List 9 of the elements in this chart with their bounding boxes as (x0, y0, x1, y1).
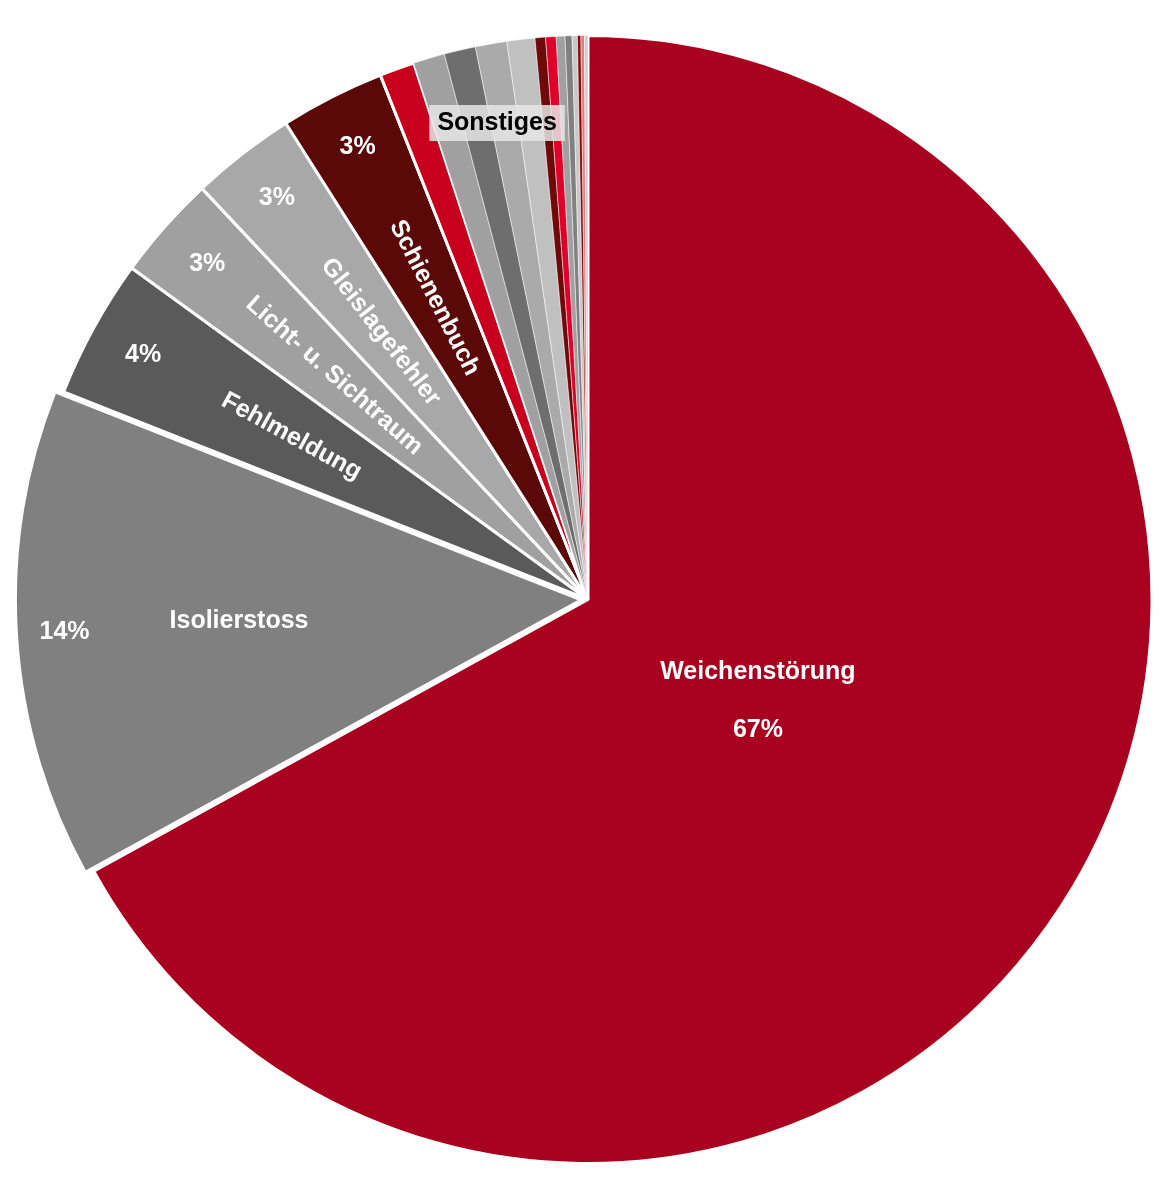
slice-label: Weichenstörung (660, 655, 856, 684)
data-label: 4% (125, 338, 162, 367)
data-label: 14% (39, 616, 90, 645)
data-label: 3% (189, 247, 226, 276)
data-label: 3% (339, 131, 376, 160)
text: Sonstiges (437, 106, 557, 135)
data-label: 3% (258, 182, 295, 211)
data-label: 67% (732, 713, 783, 742)
slice-label: Isolierstoss (169, 605, 309, 634)
